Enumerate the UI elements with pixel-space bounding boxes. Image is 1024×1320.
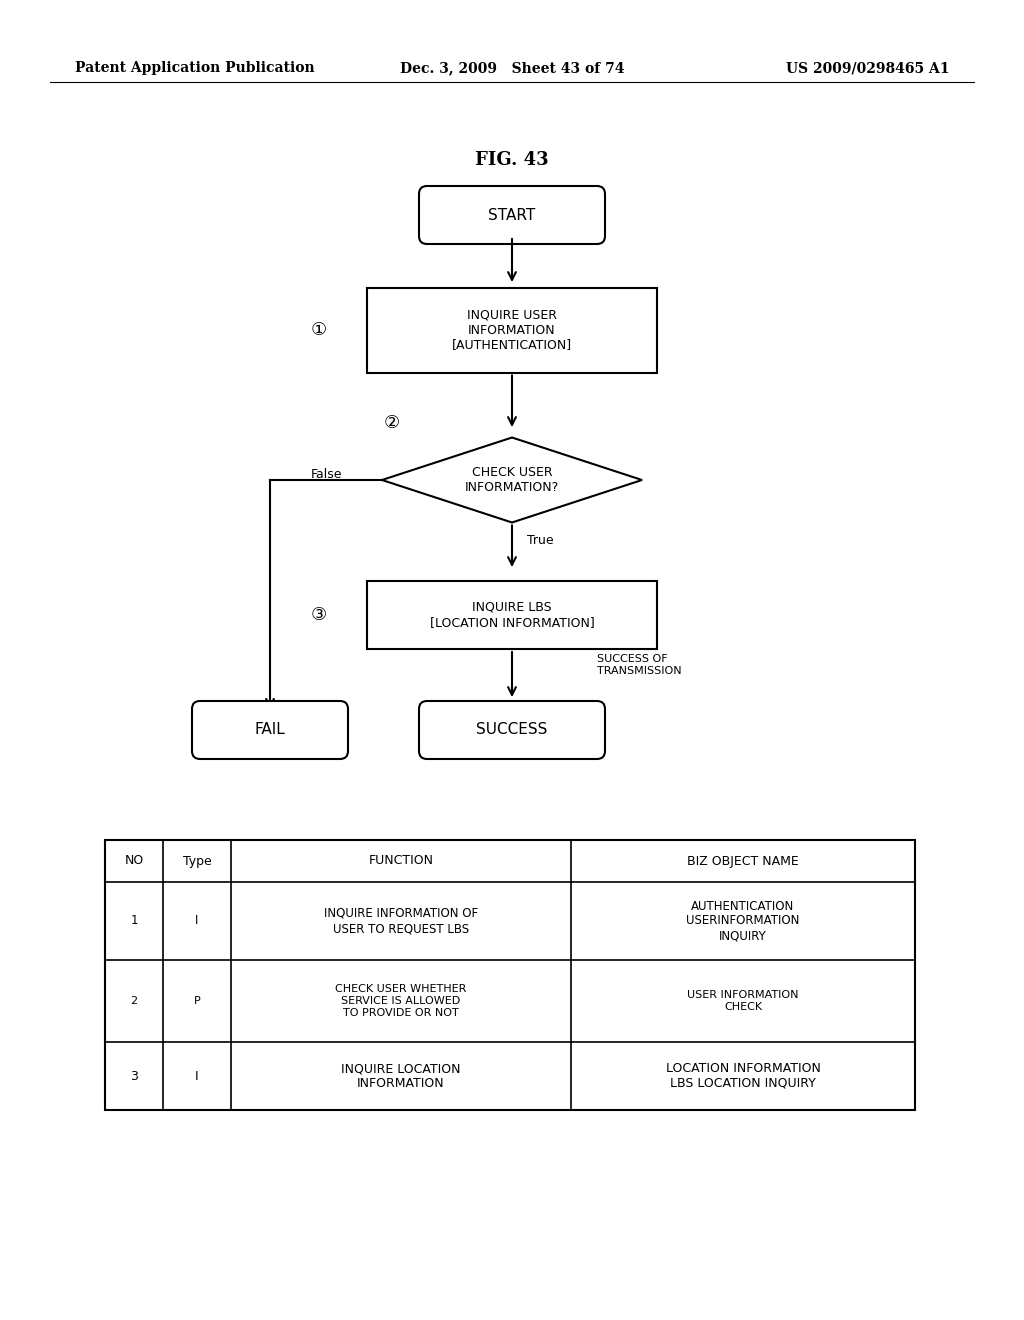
Text: ①: ①	[311, 321, 327, 339]
Text: True: True	[527, 535, 554, 548]
Text: I: I	[196, 1069, 199, 1082]
Text: AUTHENTICATION
USERINFORMATION
INQUIRY: AUTHENTICATION USERINFORMATION INQUIRY	[686, 899, 800, 942]
Text: INQUIRE LOCATION
INFORMATION: INQUIRE LOCATION INFORMATION	[341, 1063, 461, 1090]
Text: I: I	[196, 915, 199, 928]
Text: P: P	[194, 997, 201, 1006]
Text: Type: Type	[182, 854, 211, 867]
Text: False: False	[311, 469, 343, 482]
Text: USER INFORMATION
CHECK: USER INFORMATION CHECK	[687, 990, 799, 1012]
Text: START: START	[488, 207, 536, 223]
Text: NO: NO	[124, 854, 143, 867]
Text: 1: 1	[130, 915, 138, 928]
Text: SUCCESS OF
TRANSMISSION: SUCCESS OF TRANSMISSION	[597, 653, 682, 676]
FancyBboxPatch shape	[419, 701, 605, 759]
Text: ②: ②	[384, 414, 400, 433]
Text: INQUIRE INFORMATION OF
USER TO REQUEST LBS: INQUIRE INFORMATION OF USER TO REQUEST L…	[324, 907, 478, 935]
Text: ③: ③	[311, 606, 327, 624]
Text: INQUIRE USER
INFORMATION
[AUTHENTICATION]: INQUIRE USER INFORMATION [AUTHENTICATION…	[452, 309, 572, 351]
Text: 3: 3	[130, 1069, 138, 1082]
Text: INQUIRE LBS
[LOCATION INFORMATION]: INQUIRE LBS [LOCATION INFORMATION]	[430, 601, 594, 630]
Bar	[105, 840, 915, 1110]
Text: FIG. 43: FIG. 43	[475, 150, 549, 169]
FancyBboxPatch shape	[193, 701, 348, 759]
Polygon shape	[382, 437, 642, 523]
Text: FAIL: FAIL	[255, 722, 286, 738]
Text: CHECK USER
INFORMATION?: CHECK USER INFORMATION?	[465, 466, 559, 494]
Text: LOCATION INFORMATION
LBS LOCATION INQUIRY: LOCATION INFORMATION LBS LOCATION INQUIR…	[666, 1063, 820, 1090]
Text: Patent Application Publication: Patent Application Publication	[75, 61, 314, 75]
Text: US 2009/0298465 A1: US 2009/0298465 A1	[786, 61, 950, 75]
Bar	[367, 288, 657, 372]
Text: CHECK USER WHETHER
SERVICE IS ALLOWED
TO PROVIDE OR NOT: CHECK USER WHETHER SERVICE IS ALLOWED TO…	[335, 985, 467, 1018]
Text: BIZ OBJECT NAME: BIZ OBJECT NAME	[687, 854, 799, 867]
Text: 2: 2	[130, 997, 137, 1006]
Text: SUCCESS: SUCCESS	[476, 722, 548, 738]
Text: Dec. 3, 2009   Sheet 43 of 74: Dec. 3, 2009 Sheet 43 of 74	[399, 61, 625, 75]
Bar	[367, 581, 657, 649]
Text: FUNCTION: FUNCTION	[369, 854, 433, 867]
FancyBboxPatch shape	[419, 186, 605, 244]
